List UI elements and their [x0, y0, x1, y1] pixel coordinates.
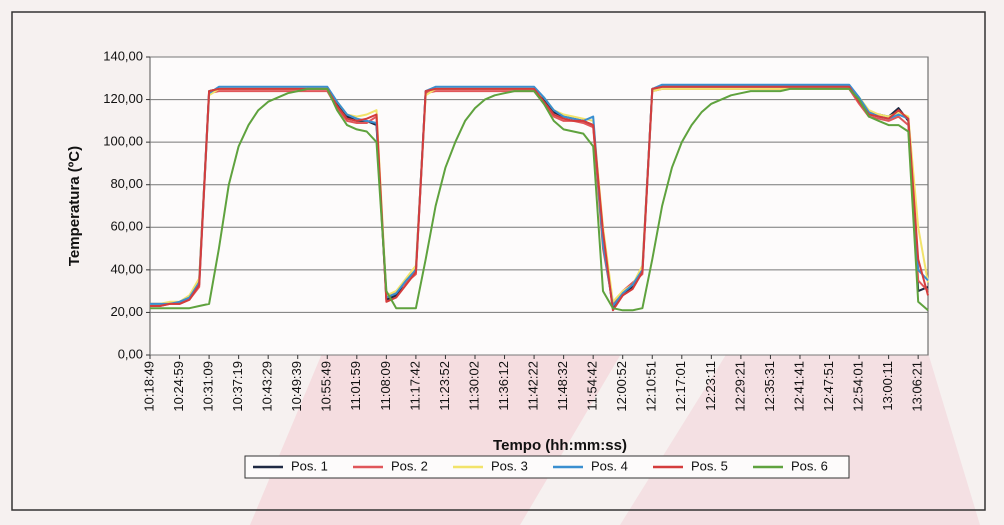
x-tick-label: 11:17:42: [407, 361, 422, 411]
y-tick-label: 20,00: [110, 304, 143, 319]
x-tick-label: 10:31:09: [201, 361, 216, 412]
x-tick-label: 12:41:41: [791, 361, 806, 412]
x-tick-label: 12:23:11: [703, 361, 718, 411]
y-tick-label: 60,00: [110, 219, 143, 234]
y-axis-title: Temperatura (ºC): [66, 146, 83, 266]
x-axis-title: Tempo (hh:mm:ss): [493, 437, 627, 454]
x-tick-label: 13:00:11: [880, 361, 895, 411]
legend-label: Pos. 6: [791, 458, 828, 473]
legend-label: Pos. 1: [291, 458, 328, 473]
x-tick-label: 10:49:39: [289, 361, 304, 412]
series-line: [150, 85, 929, 312]
y-tick-label: 80,00: [110, 176, 143, 191]
x-tick-label: 11:23:52: [437, 361, 452, 411]
x-tick-label: 10:18:49: [141, 361, 156, 412]
legend-box: [244, 455, 850, 479]
x-tick-label: 11:48:32: [555, 361, 570, 411]
legend-label: Pos. 4: [591, 458, 628, 473]
x-tick-label: 11:42:22: [526, 361, 541, 411]
x-tick-label: 12:29:21: [732, 361, 747, 412]
x-tick-label: 12:35:31: [762, 361, 777, 412]
x-tick-label: 10:55:49: [319, 361, 334, 412]
y-tick-label: 40,00: [110, 261, 143, 276]
x-tick-label: 11:01:59: [348, 361, 363, 411]
y-tick-label: 120,00: [103, 91, 143, 106]
legend-label: Pos. 2: [391, 458, 428, 473]
x-tick-label: 11:30:02: [466, 361, 481, 411]
y-tick-label: 0,00: [118, 346, 143, 361]
legend-label: Pos. 3: [491, 458, 528, 473]
x-tick-label: 11:36:12: [496, 361, 511, 411]
series-line: [150, 83, 929, 307]
x-tick-label: 12:10:51: [644, 361, 659, 412]
y-tick-label: 140,00: [103, 48, 143, 63]
x-tick-label: 11:08:09: [378, 361, 393, 411]
legend-label: Pos. 5: [691, 458, 728, 473]
x-tick-label: 12:47:51: [821, 361, 836, 412]
x-tick-label: 10:24:59: [171, 361, 186, 412]
series-line: [150, 87, 929, 312]
x-tick-label: 11:54:42: [585, 361, 600, 411]
x-tick-label: 12:00:52: [614, 361, 629, 412]
x-tick-label: 13:06:21: [910, 361, 925, 412]
x-tick-label: 12:17:01: [673, 361, 688, 412]
y-tick-label: 100,00: [103, 134, 143, 149]
chart-frame: [11, 11, 986, 511]
x-tick-label: 10:43:29: [260, 361, 275, 412]
x-tick-label: 10:37:19: [230, 361, 245, 412]
x-tick-label: 12:54:01: [851, 361, 866, 412]
